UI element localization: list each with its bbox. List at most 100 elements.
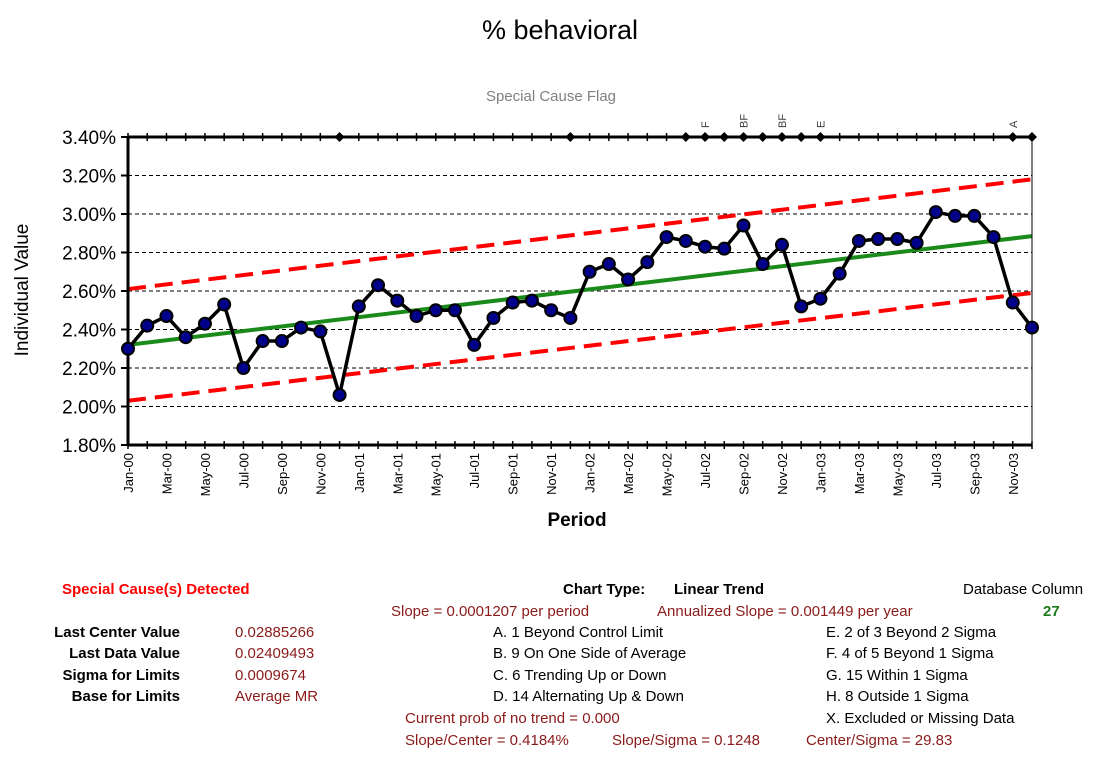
x-tick-label: Nov-02 <box>775 453 790 495</box>
data-point <box>236 361 251 375</box>
data-point <box>621 272 636 287</box>
data-point <box>428 303 443 318</box>
chart-type-value: Linear Trend <box>674 581 765 598</box>
database-column-value: 27 <box>1043 603 1060 620</box>
slope-text: Slope = 0.0001207 per period <box>391 603 590 620</box>
flag-label: BF <box>738 114 750 128</box>
data-point <box>313 324 328 339</box>
x-tick-label: Jan-01 <box>352 453 367 493</box>
data-point <box>794 299 809 314</box>
data-point <box>755 257 770 272</box>
prob-no-trend: Current prob of no trend = 0.000 <box>405 710 620 727</box>
x-tick-label: Jan-00 <box>121 453 136 493</box>
flag-label: E <box>815 121 827 128</box>
data-point <box>698 239 713 254</box>
data-point <box>409 309 424 324</box>
data-point <box>294 320 309 335</box>
y-tick-label: 2.60% <box>62 282 116 303</box>
stat-label-last-center: Last Center Value <box>54 624 180 641</box>
chart-title: % behavioral <box>482 15 638 45</box>
stat-value-base: Average MR <box>235 688 319 705</box>
y-tick-label: 2.40% <box>62 321 116 342</box>
chart-type-label: Chart Type: <box>563 581 646 598</box>
data-point <box>986 230 1001 245</box>
data-point <box>178 330 193 345</box>
y-tick-label: 2.80% <box>62 244 116 265</box>
rule-x: X. Excluded or Missing Data <box>826 710 1015 727</box>
x-tick-label: May-02 <box>660 453 675 496</box>
data-point <box>967 208 982 223</box>
data-point <box>505 295 520 310</box>
y-axis-label: Individual Value <box>12 224 33 357</box>
x-tick-label: Jul-01 <box>467 453 482 488</box>
data-point <box>678 233 693 248</box>
flag-marker <box>565 132 576 142</box>
data-point <box>774 237 789 252</box>
y-tick-label: 2.00% <box>62 398 116 419</box>
y-tick-label: 2.20% <box>62 359 116 380</box>
y-tick-label: 3.40% <box>62 128 116 149</box>
flag-marker <box>776 132 787 142</box>
database-column-label: Database Column <box>963 581 1084 598</box>
x-tick-label: Mar-03 <box>852 453 867 494</box>
x-tick-label: Nov-00 <box>313 453 328 495</box>
data-point <box>890 232 905 247</box>
flag-label: F <box>700 121 712 128</box>
x-tick-label: May-03 <box>890 453 905 496</box>
y-tick-label: 1.80% <box>62 436 116 457</box>
y-tick-label: 3.20% <box>62 167 116 188</box>
flag-label: BF <box>777 114 789 128</box>
data-point <box>948 208 963 223</box>
y-tick-label: 3.00% <box>62 205 116 226</box>
flag-label: A <box>1008 120 1020 128</box>
data-point <box>524 293 539 308</box>
data-point <box>1005 295 1020 310</box>
data-point <box>640 255 655 270</box>
data-point <box>255 334 270 349</box>
data-point <box>197 316 212 331</box>
flag-marker <box>700 132 711 142</box>
stat-value-last-center: 0.02885266 <box>235 624 315 641</box>
rule-f: F. 4 of 5 Beyond 1 Sigma <box>826 645 994 662</box>
x-tick-label: Mar-02 <box>621 453 636 494</box>
x-tick-label: Jan-03 <box>813 453 828 493</box>
data-point <box>121 341 135 356</box>
data-point <box>659 230 674 245</box>
data-point <box>390 293 405 308</box>
x-tick-label: May-01 <box>429 453 444 496</box>
data-point <box>217 297 232 312</box>
control-chart: % behavioral Special Cause Flag 1.80% 2.0… <box>12 15 1039 531</box>
data-point <box>832 266 847 281</box>
x-tick-label: Mar-00 <box>159 453 174 494</box>
data-point <box>447 303 462 318</box>
stat-value-last-data: 0.02409493 <box>235 645 315 662</box>
flag-marker <box>334 132 345 142</box>
flag-marker <box>1027 132 1037 142</box>
flag-marker <box>815 132 826 142</box>
upper-control-limit <box>127 177 1033 292</box>
special-cause-detected: Special Cause(s) Detected <box>62 581 250 598</box>
x-tick-label: Jul-00 <box>236 453 251 488</box>
x-tick-label: Jul-02 <box>698 453 713 488</box>
stat-label-base: Base for Limits <box>71 688 180 705</box>
x-tick-label: Sep-00 <box>275 453 290 495</box>
data-point <box>371 278 386 293</box>
rule-a: A. 1 Beyond Control Limit <box>493 624 664 641</box>
flag-marker <box>796 132 807 142</box>
flag-marker <box>719 132 730 142</box>
x-tick-label: Jan-02 <box>583 453 598 493</box>
flag-marker <box>1007 132 1018 142</box>
stat-label-last-data: Last Data Value <box>69 645 180 662</box>
data-series <box>121 205 1039 402</box>
annualized-slope-text: Annualized Slope = 0.001449 per year <box>657 603 913 620</box>
data-point <box>159 309 174 324</box>
data-point <box>140 318 155 333</box>
x-tick-label: Nov-01 <box>544 453 559 495</box>
data-point <box>1025 320 1039 335</box>
special-cause-flags: F BF BF E A <box>334 114 1037 142</box>
data-point <box>601 257 616 272</box>
x-tick-label: Mar-01 <box>390 453 405 494</box>
stat-label-sigma: Sigma for Limits <box>62 667 180 684</box>
rule-b: B. 9 On One Side of Average <box>493 645 687 662</box>
data-point <box>351 299 366 314</box>
